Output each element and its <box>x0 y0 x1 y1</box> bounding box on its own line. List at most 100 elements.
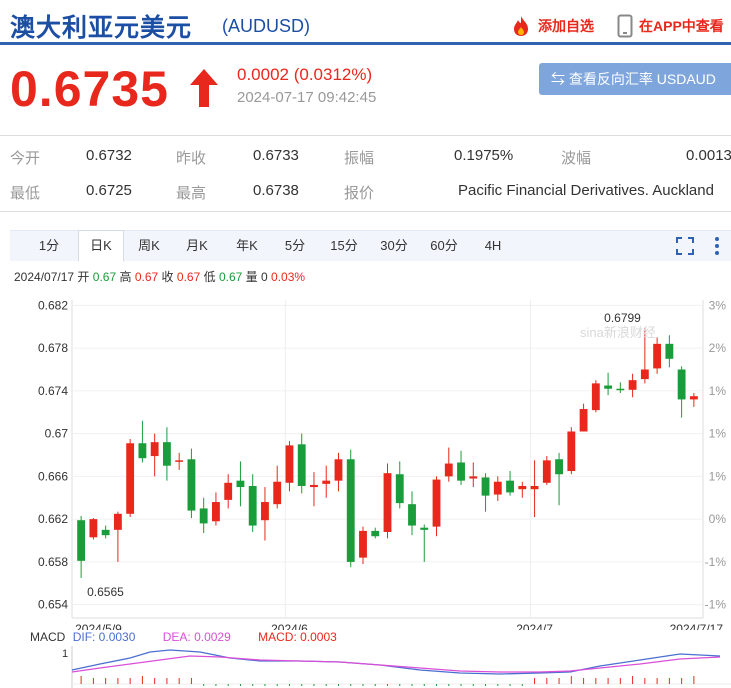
ohlc-date: 2024/07/17 <box>14 270 75 284</box>
open-label: 今开 <box>10 150 41 167</box>
instrument-title: 澳大利亚元美元 <box>10 14 193 42</box>
tab-yearly[interactable]: 年K <box>236 238 258 253</box>
tab-60min[interactable]: 60分 <box>430 238 458 253</box>
y-right-tick-label: 3% <box>709 298 727 312</box>
candle-body <box>506 480 514 493</box>
macd-axis-top: 1 <box>62 648 69 660</box>
y-tick-label: 0.674 <box>38 384 68 398</box>
y-tick-label: 0.678 <box>38 341 68 355</box>
max-annotation: 0.6799 <box>604 311 641 325</box>
candle-body <box>113 513 122 530</box>
add-watchlist-button[interactable]: 添加自选 <box>510 15 594 37</box>
candle-body <box>285 445 294 483</box>
phone-icon <box>617 14 633 38</box>
more-vertical-icon[interactable] <box>710 236 724 256</box>
y-tick-label: 0.67 <box>45 427 69 441</box>
x-tick-label: 2024/7 <box>516 622 553 630</box>
tab-15min[interactable]: 15分 <box>330 238 358 253</box>
y-tick-label: 0.682 <box>38 298 68 312</box>
candle-body <box>248 486 257 526</box>
macd-value: MACD: 0.0003 <box>258 630 337 644</box>
y-tick-label: 0.654 <box>38 598 68 612</box>
candle-body <box>224 482 233 500</box>
prev-close-value: 0.6733 <box>253 147 299 164</box>
candle-body <box>665 343 674 359</box>
candle-body <box>432 479 441 527</box>
candle-body <box>493 481 502 495</box>
reverse-rate-button[interactable]: ⇆ 查看反向汇率 USDAUD <box>539 63 731 95</box>
candle-body <box>395 474 404 504</box>
ohlc-high-label: 高 <box>119 270 132 284</box>
candle-body <box>371 530 380 537</box>
tab-monthly[interactable]: 月K <box>186 238 208 253</box>
candle-body <box>89 519 98 538</box>
high-value: 0.6738 <box>253 182 299 199</box>
view-in-app-label: 在APP中查看 <box>639 18 724 34</box>
tab-daily[interactable]: 日K <box>78 230 124 262</box>
ohlc-info: 2024/07/17 开 0.67 高 0.67 收 0.67 低 0.67 量… <box>14 268 305 285</box>
ohlc-vol-label: 量 <box>245 270 258 284</box>
candle-body <box>579 409 588 432</box>
candle-body <box>334 459 343 481</box>
quote-time: 2024-07-17 09:42:45 <box>237 89 377 106</box>
candle-body <box>591 383 600 411</box>
candle-body <box>530 486 539 490</box>
tab-1min[interactable]: 1分 <box>38 238 60 253</box>
fullscreen-icon[interactable] <box>676 237 694 255</box>
candle-body <box>616 388 625 391</box>
tab-5min[interactable]: 5分 <box>284 238 306 253</box>
y-right-tick-label: 1% <box>709 469 727 483</box>
candle-body <box>310 484 318 488</box>
candle-body <box>77 520 86 561</box>
y-tick-label: 0.658 <box>38 555 68 569</box>
y-tick-label: 0.666 <box>38 469 68 483</box>
current-price: 0.6735 <box>10 61 169 117</box>
candle-body <box>604 385 613 389</box>
candle-body <box>555 459 563 475</box>
candle-body <box>162 442 171 466</box>
dif-line <box>71 649 721 675</box>
candle-body <box>187 459 196 511</box>
candle-body <box>457 462 465 481</box>
candle-body <box>383 473 392 532</box>
candle-body <box>359 530 367 558</box>
price-change: 0.0002 (0.0312%) <box>237 65 373 84</box>
wave-value: 0.0013 <box>686 147 731 164</box>
candle-body <box>273 481 282 505</box>
candle-body <box>212 502 220 522</box>
candle-body <box>150 442 159 457</box>
tab-4h[interactable]: 4H <box>484 238 502 253</box>
ohlc-open: 0.67 <box>92 270 117 284</box>
instrument-code: (AUDUSD) <box>222 16 310 36</box>
candle-body <box>322 480 331 484</box>
period-tabs: 1分 日K 周K 月K 年K 5分 15分 30分 60分 4H <box>10 230 731 262</box>
high-label: 最高 <box>176 185 207 202</box>
ohlc-close-label: 收 <box>161 270 174 284</box>
candle-body <box>199 508 208 524</box>
amplitude-label: 振幅 <box>344 150 375 167</box>
x-tick-label: 2024/6 <box>271 622 308 630</box>
tab-weekly[interactable]: 周K <box>138 238 160 253</box>
stats-table: 今开 0.6732 昨收 0.6733 振幅 0.1975% 波幅 0.0013… <box>0 135 731 212</box>
candle-body <box>518 486 527 490</box>
y-tick-label: 0.662 <box>38 512 68 526</box>
y-right-tick-label: 0% <box>709 512 727 526</box>
candlestick-chart[interactable]: 0.682 3% 0.678 2% 0.674 1% 0.67 1% 0.666 1% 0.662 0… <box>0 292 731 630</box>
candle-body <box>138 443 147 459</box>
quote-source-label: 报价 <box>344 185 375 202</box>
candle-body <box>640 369 649 380</box>
candle-body <box>101 529 110 536</box>
quote-source-value: Pacific Financial Derivatives. Auckland <box>458 182 714 199</box>
ohlc-low-label: 低 <box>203 270 216 284</box>
candle-body <box>346 459 355 562</box>
tab-30min[interactable]: 30分 <box>380 238 408 253</box>
view-in-app-link[interactable]: 在APP中查看 <box>617 14 724 38</box>
y-right-tick-label: 2% <box>709 341 727 355</box>
candle-body <box>628 380 637 390</box>
low-value: 0.6725 <box>86 182 132 199</box>
up-arrow-icon <box>190 69 218 107</box>
y-right-tick-label: 1% <box>709 384 727 398</box>
y-right-tick-label: -1% <box>705 598 727 612</box>
candle-body <box>653 343 662 369</box>
fire-icon <box>514 16 528 36</box>
